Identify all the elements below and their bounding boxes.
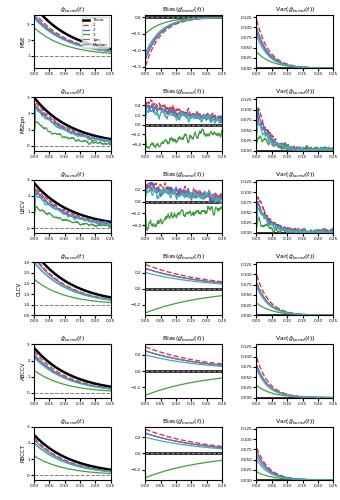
Title: Var($\hat{g}_{bsmd}(t)$): Var($\hat{g}_{bsmd}(t)$) — [275, 252, 315, 262]
Title: Var($\hat{g}_{bsmd}(t)$): Var($\hat{g}_{bsmd}(t)$) — [275, 334, 315, 344]
Title: Var($\hat{g}_{bsmd}(t)$): Var($\hat{g}_{bsmd}(t)$) — [275, 170, 315, 179]
Y-axis label: RBCCT: RBCCT — [21, 444, 26, 462]
Title: $\hat{g}_{bsmd}(t)$: $\hat{g}_{bsmd}(t)$ — [60, 417, 85, 427]
Title: Bias($\hat{g}_{bsmd}(t)$): Bias($\hat{g}_{bsmd}(t)$) — [162, 417, 205, 427]
Title: Bias($\hat{g}_{bsmd}(t)$): Bias($\hat{g}_{bsmd}(t)$) — [162, 170, 205, 179]
Title: Bias($\hat{g}_{bsmd}(t)$): Bias($\hat{g}_{bsmd}(t)$) — [162, 334, 205, 344]
Title: Bias($\hat{g}_{bsmd}(t)$): Bias($\hat{g}_{bsmd}(t)$) — [162, 252, 205, 262]
Title: Bias($\hat{g}_{bsmd}(t)$): Bias($\hat{g}_{bsmd}(t)$) — [162, 88, 205, 98]
Title: $\hat{g}_{bsmd}(t)$: $\hat{g}_{bsmd}(t)$ — [60, 170, 85, 179]
Title: Bias($\hat{g}_{bsmd}(t)$): Bias($\hat{g}_{bsmd}(t)$) — [162, 5, 205, 15]
Title: $\hat{g}_{bsmd}(t)$: $\hat{g}_{bsmd}(t)$ — [60, 5, 85, 15]
Title: Var($\hat{g}_{bsmd}(t)$): Var($\hat{g}_{bsmd}(t)$) — [275, 5, 315, 15]
Title: Var($\hat{g}_{bsmd}(t)$): Var($\hat{g}_{bsmd}(t)$) — [275, 88, 315, 98]
Y-axis label: MSEpn: MSEpn — [21, 114, 26, 133]
Y-axis label: LBCV: LBCV — [21, 200, 26, 213]
Title: $\hat{g}_{bsmd}(t)$: $\hat{g}_{bsmd}(t)$ — [60, 88, 85, 98]
Y-axis label: MSE: MSE — [21, 36, 26, 48]
Y-axis label: CLCV: CLCV — [17, 282, 22, 296]
Title: Var($\hat{g}_{bsmd}(t)$): Var($\hat{g}_{bsmd}(t)$) — [275, 417, 315, 427]
Title: $\hat{g}_{bsmd}(t)$: $\hat{g}_{bsmd}(t)$ — [60, 252, 85, 262]
Title: $\hat{g}_{bsmd}(t)$: $\hat{g}_{bsmd}(t)$ — [60, 334, 85, 344]
Legend: Theor, 1, 2, 3, 1pn, Median: Theor, 1, 2, 3, 1pn, Median — [82, 17, 109, 48]
Y-axis label: ABCCV: ABCCV — [21, 362, 26, 380]
